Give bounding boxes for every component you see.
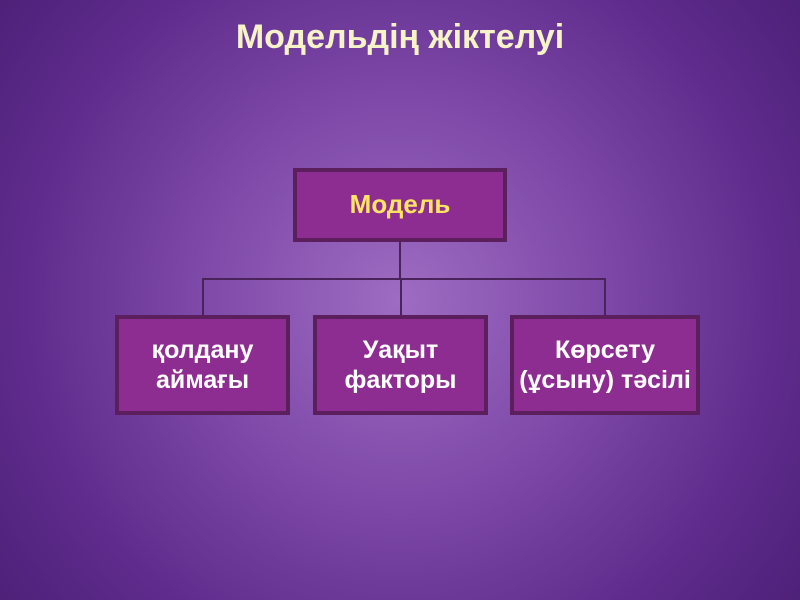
connector-child3 <box>604 278 606 315</box>
connector-child2 <box>400 278 402 315</box>
slide: Модельдің жіктелуі Модель қолдану аймағы… <box>0 0 800 600</box>
connector-horizontal <box>202 278 604 280</box>
connector-child1 <box>202 278 204 315</box>
connector-root-down <box>399 242 401 278</box>
node-child-presentation-method: Көрсету (ұсыну) тәсілі <box>510 315 700 415</box>
slide-title: Модельдің жіктелуі <box>0 18 800 57</box>
node-child-time-factor: Уақыт факторы <box>313 315 488 415</box>
node-root: Модель <box>293 168 507 242</box>
node-child-usage-area: қолдану аймағы <box>115 315 290 415</box>
